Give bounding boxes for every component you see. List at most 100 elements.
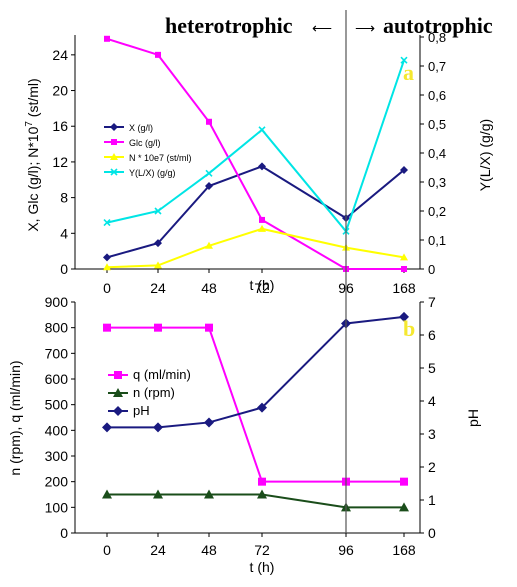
x-tick-label: 168 (392, 280, 416, 296)
data-point (205, 182, 213, 191)
right-tick-label: 0,7 (428, 59, 446, 74)
left-tick-label: 900 (45, 294, 69, 310)
left-tick-label: 24 (52, 47, 68, 63)
data-point (104, 35, 110, 42)
data-point (258, 126, 266, 134)
legend-entry: pH (133, 403, 150, 418)
data-point (258, 477, 266, 486)
left-tick-label: 700 (45, 345, 69, 361)
data-point (153, 489, 163, 499)
series-line (107, 326, 404, 483)
panel-b-xlabel: t (h) (250, 559, 275, 575)
right-tick-label: 0 (428, 525, 436, 541)
data-point (257, 489, 267, 499)
heterotrophic-label: heterotrophic (165, 13, 293, 38)
right-tick-label: 5 (428, 360, 436, 376)
panel-b-legend: q (ml/min) n (rpm) pH (108, 367, 191, 418)
left-tick-label: 0 (60, 261, 68, 277)
data-point (257, 402, 267, 413)
legend-marker (111, 139, 117, 145)
legend-entry: q (ml/min) (133, 367, 191, 382)
x-tick-label: 72 (254, 280, 270, 296)
data-point (206, 118, 212, 125)
data-point (204, 417, 214, 428)
left-tick-label: 8 (60, 190, 68, 206)
x-tick-label: 168 (392, 542, 416, 558)
data-point (154, 239, 162, 248)
left-tick-label: 4 (60, 225, 68, 241)
series-line (107, 315, 405, 429)
left-tick-label: 100 (45, 499, 69, 515)
legend-marker (110, 168, 118, 176)
autotrophic-label: autotrophic (383, 13, 493, 38)
data-point (259, 216, 265, 223)
legend-entry: N * 10e7 (st/ml) (129, 153, 192, 163)
right-tick-label: 0,6 (428, 88, 446, 103)
data-point (258, 162, 266, 171)
x-tick-label: 24 (150, 280, 166, 296)
left-tick-label: 16 (52, 118, 68, 134)
panel-a-tag: a (403, 60, 414, 85)
legend-entry: Y(L/X) (g/g) (129, 168, 176, 178)
data-point (102, 422, 112, 433)
right-tick-label: 1 (428, 492, 436, 508)
right-tick-label: 0,4 (428, 146, 446, 161)
data-point (401, 266, 407, 272)
right-tick-label: 0,3 (428, 175, 446, 190)
left-tick-label: 300 (45, 448, 69, 464)
data-point (400, 253, 408, 261)
right-tick-label: 3 (428, 426, 436, 442)
data-point (400, 56, 408, 64)
data-point (103, 253, 111, 262)
right-tick-label: 7 (428, 294, 436, 310)
data-point (400, 165, 408, 174)
arrow-right-icon: ⟶ (355, 20, 375, 36)
panel-a-legend: X (g/l) Glc (g/l) N * 10e7 (st/ml) Y(L/X) (… (104, 123, 192, 178)
legend-marker (110, 153, 118, 160)
right-tick-label: 6 (428, 327, 436, 343)
data-point (399, 311, 409, 322)
data-point (103, 263, 111, 271)
series-line (106, 227, 405, 269)
x-tick-label: 72 (254, 542, 270, 558)
right-tick-label: 0,8 (428, 30, 446, 45)
left-tick-label: 800 (45, 320, 69, 336)
x-tick-label: 0 (103, 542, 111, 558)
left-tick-label: 20 (52, 83, 68, 99)
data-point (103, 323, 111, 332)
left-tick-label: 200 (45, 474, 69, 490)
x-tick-label: 48 (201, 280, 217, 296)
legend-entry: n (rpm) (133, 385, 175, 400)
data-point (204, 489, 214, 499)
data-point (154, 261, 162, 269)
data-point (400, 477, 408, 486)
x-tick-label: 24 (150, 542, 166, 558)
data-point (205, 241, 213, 249)
legend-entry: Glc (g/l) (129, 138, 161, 148)
legend-marker (113, 406, 123, 416)
right-tick-label: 0,1 (428, 233, 446, 248)
panel-a-right-ylabel: Y(L/X) (g/g) (477, 119, 493, 191)
data-point (399, 502, 409, 512)
left-tick-label: 12 (52, 154, 68, 170)
panel-b-left-ylabel: n (rpm), q (ml/min) (7, 360, 23, 475)
series-line (106, 165, 405, 259)
data-point (258, 224, 266, 232)
x-tick-label: 96 (338, 542, 354, 558)
left-tick-label: 0 (60, 525, 68, 541)
panel-a-left-ylabel: X, Glc (g/l); N*107 (st/ml) (24, 78, 41, 231)
right-tick-label: 2 (428, 459, 436, 475)
x-tick-label: 0 (103, 280, 111, 296)
left-tick-label: 500 (45, 397, 69, 413)
series-line (106, 59, 405, 234)
legend-marker (114, 371, 122, 379)
data-point (153, 422, 163, 433)
legend-entry: X (g/l) (129, 123, 153, 133)
data-point (154, 323, 162, 332)
left-tick-label: 400 (45, 422, 69, 438)
arrow-left-icon: ⟵ (312, 20, 332, 36)
legend-marker (113, 388, 123, 397)
data-point (155, 51, 161, 58)
